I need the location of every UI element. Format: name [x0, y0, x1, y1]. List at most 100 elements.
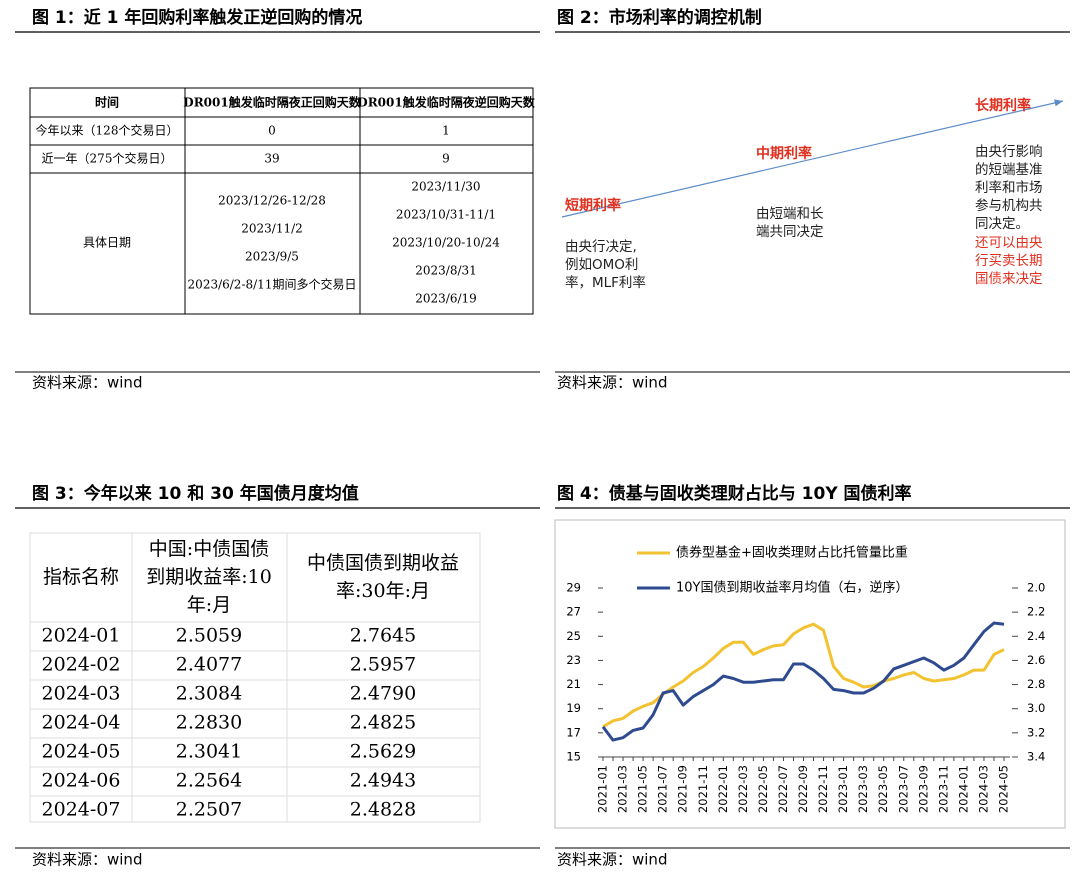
cell: 2024-02 — [42, 654, 121, 676]
y-tick-label: 27 — [566, 605, 581, 619]
x-tick-label: 2023-01 — [836, 765, 850, 813]
x-tick-label: 2021-11 — [696, 765, 710, 813]
cell: 2.3084 — [176, 683, 242, 705]
chart-frame — [554, 519, 1066, 829]
cell: 0 — [268, 124, 276, 138]
node-text: 由短端和长 — [756, 206, 824, 222]
cell: 2023/6/19 — [415, 292, 477, 306]
y2-tick-label: 3.2 — [1027, 725, 1045, 739]
node-text: 由央行影响 — [975, 144, 1043, 160]
node-text: 例如OMO利 — [565, 257, 638, 273]
cell: 2024-07 — [42, 799, 121, 821]
line-series — [602, 622, 1005, 729]
cell: 2024-03 — [42, 683, 121, 705]
x-tick-label: 2023-03 — [856, 765, 870, 813]
cell: 2.5629 — [350, 741, 416, 763]
cell: 今年以来（128个交易日） — [36, 123, 179, 138]
y-tick-label: 17 — [566, 725, 581, 739]
x-tick-label: 2021-05 — [636, 765, 650, 813]
cell: 2023/10/31-11/1 — [396, 208, 496, 222]
node-text: 的短端基准 — [975, 161, 1043, 178]
cell: 2.3041 — [176, 741, 242, 763]
x-tick-label: 2024-01 — [956, 765, 970, 813]
y2-tick-label: 3.0 — [1027, 701, 1045, 715]
line-series — [601, 621, 1005, 742]
header-cell: 到期收益率:10 — [146, 566, 272, 588]
cell: 2023/10/20-10/24 — [392, 236, 500, 250]
cell: 具体日期 — [83, 236, 131, 250]
figure-title: 图 3：今年以来 10 和 30 年国债月度均值 — [32, 483, 359, 504]
header-cell: DR001触发临时隔夜正回购天数 — [183, 95, 361, 110]
x-tick-label: 2022-09 — [796, 765, 810, 813]
node-text: 由央行决定, — [565, 239, 637, 255]
cell: 2023/8/31 — [415, 264, 477, 278]
x-tick-label: 2023-11 — [936, 765, 950, 813]
x-tick-label: 2022-07 — [776, 765, 790, 813]
header-cell: 中债国债到期收益 — [307, 552, 459, 574]
cell: 1 — [442, 124, 450, 138]
cell: 2023/11/30 — [411, 180, 480, 194]
cell: 2.2507 — [176, 799, 242, 821]
x-tick-label: 2022-11 — [816, 765, 830, 813]
y2-tick-label: 2.8 — [1027, 677, 1045, 691]
header-cell: 率:30年:月 — [336, 580, 430, 602]
cell: 2.5059 — [176, 625, 242, 647]
x-tick-label: 2023-05 — [876, 765, 890, 813]
figure-title: 图 1：近 1 年回购利率触发正逆回购的情况 — [32, 7, 362, 28]
x-tick-label: 2022-01 — [716, 765, 730, 813]
source: 资料来源：wind — [32, 851, 142, 869]
source: 资料来源：wind — [557, 374, 667, 392]
x-tick-label: 2022-03 — [736, 765, 750, 813]
source: 资料来源：wind — [557, 851, 667, 869]
y-tick-label: 29 — [566, 581, 581, 595]
table-grid — [29, 87, 534, 315]
cell: 9 — [442, 152, 450, 166]
header-cell: DR001触发临时隔夜逆回购天数 — [357, 95, 535, 110]
node-note: 行买卖长期 — [975, 253, 1043, 269]
cell: 2.4790 — [350, 683, 416, 705]
node-label: 中期利率 — [756, 145, 812, 162]
figure-title: 图 4：债基与固收类理财占比与 10Y 国债利率 — [557, 483, 912, 504]
cell: 2.4943 — [350, 770, 416, 792]
y2-tick-label: 2.2 — [1027, 605, 1045, 619]
layout — [15, 31, 1070, 849]
cell: 2023/9/5 — [245, 250, 299, 264]
legend-label: 10Y国债到期收益率月均值（右，逆序） — [676, 580, 908, 596]
header-cell: 中国:中债国债 — [149, 538, 269, 560]
cell: 2023/12/26-12/28 — [218, 194, 326, 208]
y-tick-label: 21 — [566, 677, 581, 691]
x-tick-label: 2021-01 — [596, 765, 610, 813]
cell: 2.4828 — [350, 799, 416, 821]
cell: 2023/11/2 — [241, 222, 303, 236]
cell: 39 — [264, 152, 279, 166]
cell: 2024-01 — [42, 625, 121, 647]
y2-tick-label: 2.0 — [1027, 581, 1045, 595]
cell: 2024-05 — [42, 741, 121, 763]
node-text: 利率和市场 — [975, 179, 1043, 196]
y-tick-label: 25 — [566, 629, 581, 643]
node-note: 还可以由央 — [975, 235, 1043, 251]
y2-tick-label: 2.4 — [1027, 629, 1045, 643]
y-tick-label: 19 — [566, 701, 581, 715]
header-cell: 指标名称 — [43, 566, 119, 588]
y-tick-label: 23 — [566, 653, 581, 667]
cell: 2.4077 — [176, 654, 242, 676]
x-tick-label: 2023-07 — [896, 765, 910, 813]
x-tick-label: 2024-05 — [997, 765, 1011, 813]
cell: 近一年（275个交易日） — [42, 151, 173, 166]
node-text: 端共同决定 — [756, 224, 824, 240]
diagram: 短期利率 由央行决定, 例如OMO利 率，MLF利率 中期利率 由短端和长 端共… — [565, 97, 1043, 291]
cell: 2.7645 — [350, 625, 416, 647]
header-cell: 年:月 — [187, 594, 231, 616]
chart: 15 17 19 21 23 25 27 29 2.0 2.2 2.4 2.6 2.8 3.0 3.2 3.4… — [566, 545, 1045, 814]
node-text: 率，MLF利率 — [565, 274, 646, 291]
x-tick-label: 2021-03 — [616, 765, 630, 813]
table-grid — [29, 532, 481, 823]
x-tick-label: 2024-03 — [976, 765, 990, 813]
node-label: 短期利率 — [565, 197, 621, 214]
cell: 2.2564 — [176, 770, 242, 792]
header-cell: 时间 — [95, 95, 119, 110]
y-tick-label: 15 — [566, 750, 581, 764]
cell: 2.4825 — [350, 712, 416, 734]
